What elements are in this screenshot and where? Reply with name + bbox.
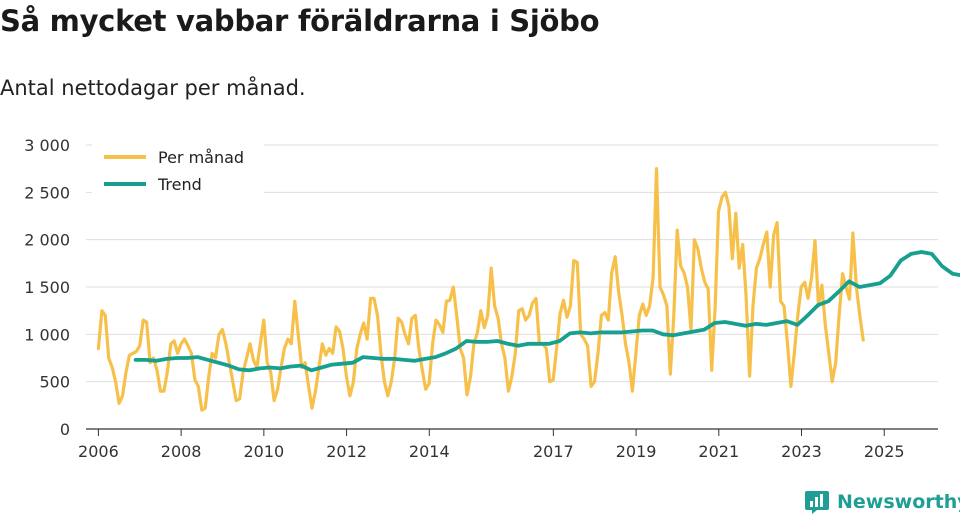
x-tick-label: 2021 bbox=[698, 442, 739, 461]
y-tick-label: 3 000 bbox=[24, 136, 70, 155]
x-tick-label: 2008 bbox=[161, 442, 202, 461]
x-tick-label: 2019 bbox=[616, 442, 657, 461]
chart-subtitle: Antal nettodagar per månad. bbox=[0, 76, 306, 100]
y-tick-label: 2 000 bbox=[24, 231, 70, 250]
legend-background bbox=[92, 143, 264, 199]
x-tick-label: 2017 bbox=[533, 442, 574, 461]
y-tick-label: 0 bbox=[60, 420, 70, 439]
chart-title: Så mycket vabbar föräldrarna i Sjöbo bbox=[0, 4, 600, 38]
axes: 0 500 1 000 1 500 2 000 2 500 3 000 2006 2008 201… bbox=[24, 136, 938, 461]
x-tick-label: 2023 bbox=[781, 442, 822, 461]
x-tick-label: 2010 bbox=[243, 442, 284, 461]
x-tick-label: 2006 bbox=[78, 442, 119, 461]
series-line-trend bbox=[133, 250, 960, 373]
legend-label: Per månad bbox=[158, 148, 244, 167]
x-tick-label: 2025 bbox=[864, 442, 905, 461]
legend: Per månad Trend bbox=[92, 143, 264, 199]
x-tick-label: 2012 bbox=[326, 442, 367, 461]
series-lines bbox=[96, 167, 960, 412]
x-tick-label: 2014 bbox=[409, 442, 450, 461]
brand-name: Newsworthy bbox=[837, 491, 960, 513]
y-tick-label: 500 bbox=[39, 373, 70, 392]
brand-logo: Newsworthy bbox=[804, 489, 960, 515]
series-line-monthly bbox=[96, 167, 865, 412]
y-tick-label: 2 500 bbox=[24, 183, 70, 202]
y-tick-label: 1 000 bbox=[24, 325, 70, 344]
y-tick-label: 1 500 bbox=[24, 278, 70, 297]
legend-label: Trend bbox=[157, 175, 202, 194]
newsworthy-logo-icon bbox=[805, 491, 829, 514]
